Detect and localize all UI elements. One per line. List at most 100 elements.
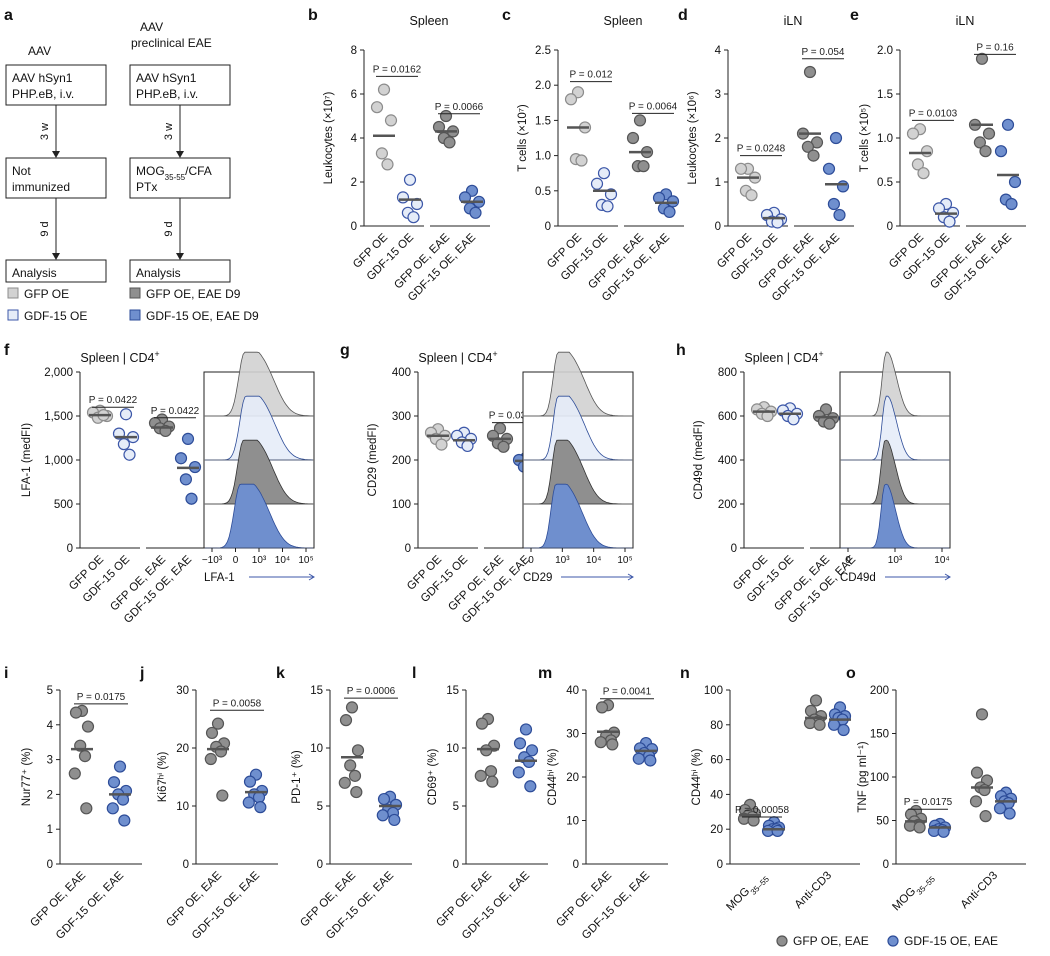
y-tick-label: 40 xyxy=(566,685,579,697)
data-point xyxy=(344,759,357,772)
panel-letter-a: a xyxy=(4,7,13,24)
y-tick-label: 0 xyxy=(47,859,53,871)
data-point xyxy=(564,93,578,106)
data-point xyxy=(801,140,815,153)
y-tick-label: 0 xyxy=(887,221,893,233)
data-point xyxy=(174,452,188,465)
y-tick-label: 2 xyxy=(351,177,357,189)
p-value-label: P = 0.0345 xyxy=(489,411,538,422)
x-tick-label: GDF-15 OE, EAE xyxy=(54,869,126,941)
data-point xyxy=(632,752,645,765)
data-point xyxy=(975,52,989,65)
p-value-label: P = 0.0422 xyxy=(89,395,138,406)
data-point xyxy=(117,438,131,451)
data-point xyxy=(993,802,1007,815)
panel-letter-i: i xyxy=(4,665,8,682)
data-point xyxy=(119,408,133,421)
data-point xyxy=(975,708,989,721)
y-tick-label: 200 xyxy=(392,455,411,467)
chart-title: Spleen | CD4+ xyxy=(418,349,497,365)
y-tick-label: 0 xyxy=(453,859,459,871)
panel-letter-h: h xyxy=(676,342,686,359)
data-point xyxy=(78,750,92,763)
y-axis-label: CD44ʰⁱ (%) xyxy=(546,748,559,805)
y-tick-label: 400 xyxy=(718,455,737,467)
y-tick-label: 20 xyxy=(176,743,189,755)
y-tick-label: 15 xyxy=(446,685,459,697)
y-tick-label: 1,000 xyxy=(44,455,73,467)
data-point xyxy=(807,149,820,162)
data-point xyxy=(633,114,647,127)
legend-swatch xyxy=(129,309,141,321)
y-tick-label: 8 xyxy=(351,45,357,57)
y-axis-label: CD49d (medFI) xyxy=(693,420,705,499)
y-tick-label: 2 xyxy=(47,789,53,801)
data-point xyxy=(943,215,956,228)
chart-title: iLN xyxy=(784,14,803,28)
data-point xyxy=(829,131,843,145)
histogram-axis-arrowhead xyxy=(627,573,634,581)
y-tick-label: 150 xyxy=(870,729,889,741)
col2-arrow2-label: 9 d xyxy=(163,221,175,236)
y-tick-label: 800 xyxy=(718,367,737,379)
data-point xyxy=(1003,807,1016,820)
y-tick-label: 0 xyxy=(731,543,737,555)
x-tick-label: GDF-15 OE, EAE xyxy=(190,869,262,941)
y-tick-label: 600 xyxy=(718,411,737,423)
panel-letter-l: l xyxy=(412,665,416,682)
panel-letter-n: n xyxy=(680,665,690,682)
chart-title: Spleen xyxy=(604,14,643,28)
data-point xyxy=(827,197,841,211)
panel-letter-f: f xyxy=(4,342,10,359)
y-tick-label: 200 xyxy=(718,499,737,511)
col1-arrow1-head xyxy=(52,151,60,158)
y-tick-label: 0 xyxy=(545,221,551,233)
y-tick-label: 1.5 xyxy=(535,115,551,127)
data-point xyxy=(443,136,456,149)
legend-label: GDF-15 OE xyxy=(24,309,87,323)
histogram-axis-arrowhead xyxy=(944,573,951,581)
p-value-label: P = 0.0041 xyxy=(603,687,652,698)
histogram-tick-label: 0 xyxy=(233,555,239,566)
y-tick-label: 10 xyxy=(310,743,323,755)
y-tick-label: 30 xyxy=(176,685,189,697)
data-point xyxy=(663,205,676,219)
p-value-label: P = 0.0175 xyxy=(77,692,126,703)
y-tick-label: 1,500 xyxy=(44,411,73,423)
histogram-curve xyxy=(205,483,313,549)
y-tick-label: 0 xyxy=(405,543,411,555)
legend-label: GFP OE xyxy=(24,287,69,301)
y-tick-label: 1 xyxy=(47,824,53,836)
histogram-tick-label: 10⁴ xyxy=(275,555,290,566)
legend-swatch xyxy=(7,287,19,299)
panel-letter-g: g xyxy=(340,342,350,359)
data-point xyxy=(917,167,930,180)
y-tick-label: 0.5 xyxy=(877,177,893,189)
data-point xyxy=(637,160,650,173)
data-point xyxy=(377,83,391,96)
p-value-label: P = 0.0058 xyxy=(213,698,262,709)
y-tick-label: 40 xyxy=(710,789,723,801)
data-point xyxy=(525,744,539,757)
chart-title: Spleen xyxy=(410,14,449,28)
chart-panel-n: 0 20 40 60 80 100 CD44ʰⁱ (%) MOG35–55 Anti-CD3 P … xyxy=(690,685,860,913)
y-tick-label: 3 xyxy=(47,755,53,767)
data-point xyxy=(644,754,657,767)
panel-letter-o: o xyxy=(846,665,856,682)
data-point xyxy=(348,769,362,782)
y-tick-label: 4 xyxy=(351,133,358,145)
y-tick-label: 2.0 xyxy=(535,80,551,92)
y-axis-label: CD69⁺ (%) xyxy=(427,749,439,806)
y-tick-label: 200 xyxy=(870,685,889,697)
data-point xyxy=(107,776,121,789)
x-tick-label: MOG35–55 xyxy=(890,869,937,916)
panel-letter-k: k xyxy=(276,665,285,682)
col2-title-1: AAV xyxy=(140,20,163,34)
y-tick-label: 0 xyxy=(183,859,189,871)
y-tick-label: 0 xyxy=(67,543,73,555)
legend-label: GFP OE, EAE D9 xyxy=(146,287,241,301)
data-point xyxy=(833,208,846,222)
